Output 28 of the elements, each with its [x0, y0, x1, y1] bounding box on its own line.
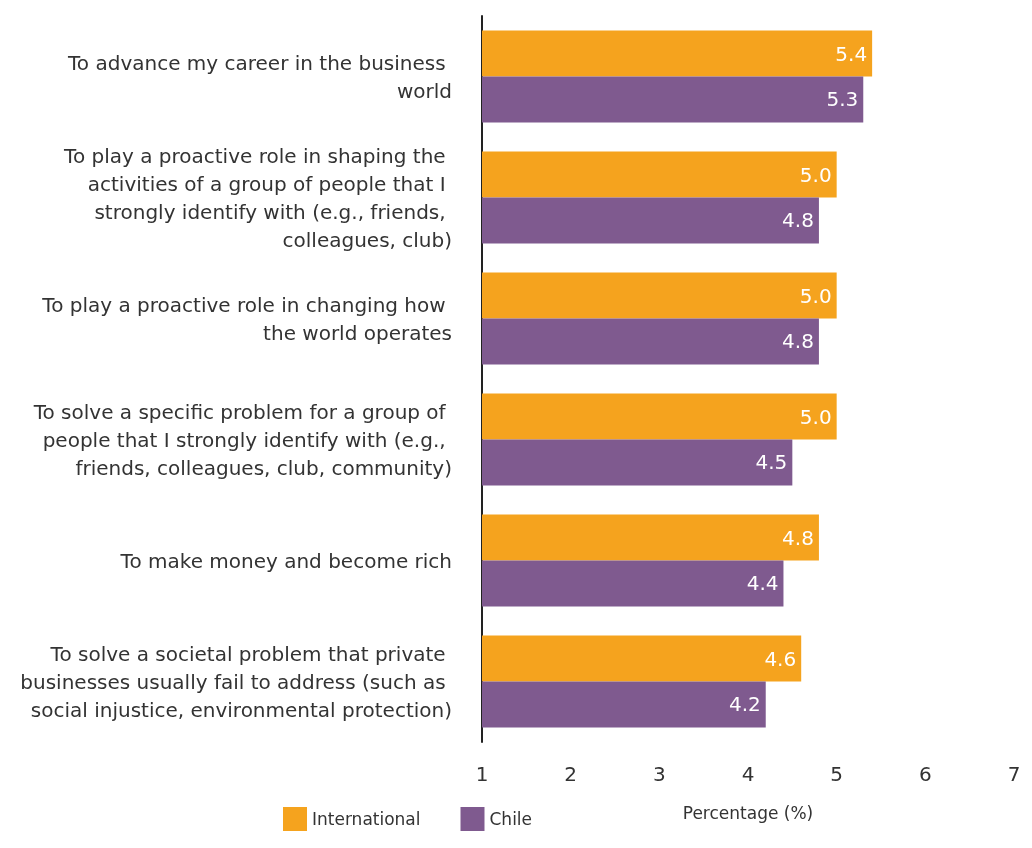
y-tick-label: To make money and become rich: [119, 548, 452, 573]
x-tick-label: 6: [918, 762, 932, 786]
x-axis-title: Percentage (%): [682, 802, 814, 823]
y-tick-label: To play a proactive role in changing how the world operates: [41, 292, 452, 345]
legend-label: Chile: [489, 809, 533, 829]
x-tick-label: 2: [564, 762, 578, 786]
data-label: 4.8: [782, 525, 814, 550]
data-label: 4.8: [782, 329, 814, 354]
data-label: 5.3: [826, 87, 859, 112]
data-label: 5.4: [835, 41, 868, 66]
data-label: 4.6: [764, 646, 797, 671]
data-label: 5.0: [799, 162, 832, 187]
x-tick-label: 7: [1007, 762, 1021, 786]
legend-label: International: [312, 809, 421, 829]
y-tick-label: To solve a societal problem that private businesses usually fail to address (such as social injustice, environmental protection): [20, 641, 452, 722]
data-label: 5.0: [799, 404, 832, 429]
data-label: 4.4: [746, 571, 779, 596]
x-tick-label: 5: [830, 762, 844, 786]
x-tick-label: 3: [652, 762, 666, 786]
x-tick-label: 4: [741, 762, 755, 786]
data-label: 4.8: [782, 208, 814, 233]
data-label: 4.2: [728, 692, 761, 717]
y-tick-label: To solve a specific problem for a group of people that I strongly identify with (e.g., friends, colleagues, club, community): [32, 399, 452, 480]
y-tick-label: To advance my career in the business world: [67, 50, 452, 103]
data-label: 5.0: [799, 283, 832, 308]
data-label: 4.5: [755, 450, 788, 475]
x-tick-label: 1: [475, 762, 489, 786]
y-tick-label: To play a proactive role in shaping the activities of a group of people that I strongly identify with (e.g., friends, colleagues, club): [63, 143, 452, 252]
